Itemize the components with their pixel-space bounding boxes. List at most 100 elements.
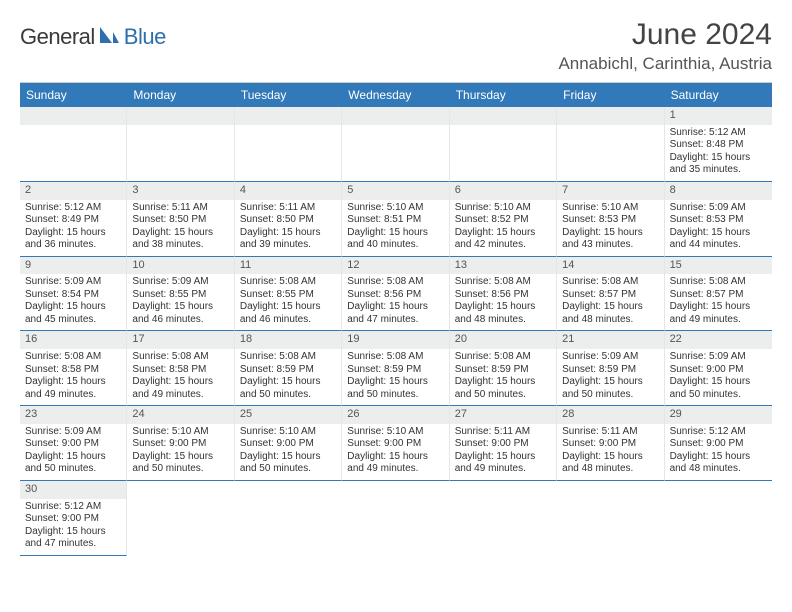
day-number: 13 — [450, 257, 556, 275]
calendar-cell: 26Sunrise: 5:10 AMSunset: 9:00 PMDayligh… — [342, 406, 449, 481]
day-number: 17 — [127, 331, 233, 349]
calendar-cell: 4 Sunrise: 5:11 AMSunset: 8:50 PMDaylight… — [235, 182, 342, 257]
day-details: Sunrise: 5:08 AMSunset: 8:58 PMDaylight:… — [25, 351, 121, 401]
calendar-cell — [557, 107, 664, 182]
calendar-cell — [342, 481, 449, 556]
day-number-blank — [20, 107, 126, 125]
calendar-cell: 19Sunrise: 5:08 AMSunset: 8:59 PMDayligh… — [342, 331, 449, 406]
calendar-cell — [557, 481, 664, 556]
day-details: Sunrise: 5:12 AMSunset: 8:49 PMDaylight:… — [25, 202, 121, 252]
calendar-cell: 12Sunrise: 5:08 AMSunset: 8:56 PMDayligh… — [342, 257, 449, 332]
calendar-cell: 1 Sunrise: 5:12 AMSunset: 8:48 PMDaylight… — [665, 107, 772, 182]
location: Annabichl, Carinthia, Austria — [558, 54, 772, 74]
day-number: 27 — [450, 406, 556, 424]
calendar-cell: 8 Sunrise: 5:09 AMSunset: 8:53 PMDaylight… — [665, 182, 772, 257]
day-details: Sunrise: 5:10 AMSunset: 9:00 PMDaylight:… — [240, 426, 336, 476]
calendar-cell: 15Sunrise: 5:08 AMSunset: 8:57 PMDayligh… — [665, 257, 772, 332]
calendar-cell — [127, 481, 234, 556]
dow-header: Sunday — [20, 83, 127, 107]
dow-header: Tuesday — [235, 83, 342, 107]
day-details: Sunrise: 5:11 AMSunset: 9:00 PMDaylight:… — [562, 426, 658, 476]
day-number: 19 — [342, 331, 448, 349]
day-details: Sunrise: 5:09 AMSunset: 8:55 PMDaylight:… — [132, 276, 228, 326]
day-number: 20 — [450, 331, 556, 349]
day-number: 7 — [557, 182, 663, 200]
day-details: Sunrise: 5:08 AMSunset: 8:55 PMDaylight:… — [240, 276, 336, 326]
day-details: Sunrise: 5:08 AMSunset: 8:58 PMDaylight:… — [132, 351, 228, 401]
day-details: Sunrise: 5:12 AMSunset: 8:48 PMDaylight:… — [670, 127, 767, 177]
day-details: Sunrise: 5:11 AMSunset: 8:50 PMDaylight:… — [132, 202, 228, 252]
calendar-cell: 10Sunrise: 5:09 AMSunset: 8:55 PMDayligh… — [127, 257, 234, 332]
calendar-cell: 27 Sunrise: 5:11 AMSunset: 9:00 PMDayligh… — [450, 406, 557, 481]
day-details: Sunrise: 5:10 AMSunset: 8:51 PMDaylight:… — [347, 202, 443, 252]
day-details: Sunrise: 5:10 AMSunset: 9:00 PMDaylight:… — [132, 426, 228, 476]
dow-header: Friday — [557, 83, 664, 107]
calendar-cell — [20, 107, 127, 182]
logo: General Blue — [20, 24, 166, 50]
day-details: Sunrise: 5:10 AMSunset: 8:52 PMDaylight:… — [455, 202, 551, 252]
day-number: 15 — [665, 257, 772, 275]
day-number-blank — [450, 107, 556, 125]
day-number: 21 — [557, 331, 663, 349]
day-number: 12 — [342, 257, 448, 275]
calendar-cell: 16Sunrise: 5:08 AMSunset: 8:58 PMDayligh… — [20, 331, 127, 406]
day-details: Sunrise: 5:08 AMSunset: 8:56 PMDaylight:… — [455, 276, 551, 326]
day-number: 30 — [20, 481, 126, 499]
calendar-cell — [342, 107, 449, 182]
day-number: 5 — [342, 182, 448, 200]
calendar-cell: 25 Sunrise: 5:10 AMSunset: 9:00 PMDayligh… — [235, 406, 342, 481]
day-details: Sunrise: 5:08 AMSunset: 8:59 PMDaylight:… — [455, 351, 551, 401]
day-details: Sunrise: 5:11 AMSunset: 8:50 PMDaylight:… — [240, 202, 336, 252]
day-number: 29 — [665, 406, 772, 424]
day-number: 11 — [235, 257, 341, 275]
header: General Blue June 2024 Annabichl, Carint… — [20, 18, 772, 74]
day-details: Sunrise: 5:09 AMSunset: 8:59 PMDaylight:… — [562, 351, 658, 401]
dow-header: Monday — [127, 83, 234, 107]
calendar-cell: 28Sunrise: 5:11 AMSunset: 9:00 PMDayligh… — [557, 406, 664, 481]
calendar-cell: 5 Sunrise: 5:10 AMSunset: 8:51 PMDaylight… — [342, 182, 449, 257]
day-number: 24 — [127, 406, 233, 424]
calendar-cell: 3 Sunrise: 5:11 AMSunset: 8:50 PMDaylight… — [127, 182, 234, 257]
calendar-cell: 21 Sunrise: 5:09 AMSunset: 8:59 PMDayligh… — [557, 331, 664, 406]
calendar-cell: 9Sunrise: 5:09 AMSunset: 8:54 PMDaylight… — [20, 257, 127, 332]
day-number: 10 — [127, 257, 233, 275]
title-block: June 2024 Annabichl, Carinthia, Austria — [558, 18, 772, 74]
day-number: 2 — [20, 182, 126, 200]
day-details: Sunrise: 5:08 AMSunset: 8:57 PMDaylight:… — [670, 276, 767, 326]
day-details: Sunrise: 5:10 AMSunset: 9:00 PMDaylight:… — [347, 426, 443, 476]
calendar-cell: 22Sunrise: 5:09 AMSunset: 9:00 PMDayligh… — [665, 331, 772, 406]
day-number: 25 — [235, 406, 341, 424]
day-details: Sunrise: 5:10 AMSunset: 8:53 PMDaylight:… — [562, 202, 658, 252]
day-number-blank — [342, 107, 448, 125]
day-number: 4 — [235, 182, 341, 200]
day-number-blank — [127, 107, 233, 125]
dow-header: Saturday — [665, 83, 772, 107]
day-number: 9 — [20, 257, 126, 275]
month-title: June 2024 — [558, 18, 772, 52]
calendar-cell — [235, 481, 342, 556]
day-details: Sunrise: 5:12 AMSunset: 9:00 PMDaylight:… — [25, 501, 121, 551]
calendar-cell: 20 Sunrise: 5:08 AMSunset: 8:59 PMDayligh… — [450, 331, 557, 406]
calendar-cell: 24 Sunrise: 5:10 AMSunset: 9:00 PMDayligh… — [127, 406, 234, 481]
day-number: 3 — [127, 182, 233, 200]
calendar-cell — [235, 107, 342, 182]
day-number-blank — [557, 107, 663, 125]
day-details: Sunrise: 5:09 AMSunset: 8:53 PMDaylight:… — [670, 202, 767, 252]
calendar-cell — [450, 107, 557, 182]
calendar-cell: 29Sunrise: 5:12 AMSunset: 9:00 PMDayligh… — [665, 406, 772, 481]
day-details: Sunrise: 5:09 AMSunset: 9:00 PMDaylight:… — [670, 351, 767, 401]
calendar-cell: 7 Sunrise: 5:10 AMSunset: 8:53 PMDaylight… — [557, 182, 664, 257]
day-number: 8 — [665, 182, 772, 200]
calendar-cell: 23Sunrise: 5:09 AMSunset: 9:00 PMDayligh… — [20, 406, 127, 481]
day-number: 14 — [557, 257, 663, 275]
day-number: 1 — [665, 107, 772, 125]
calendar-cell: 13Sunrise: 5:08 AMSunset: 8:56 PMDayligh… — [450, 257, 557, 332]
calendar-cell — [450, 481, 557, 556]
day-details: Sunrise: 5:09 AMSunset: 8:54 PMDaylight:… — [25, 276, 121, 326]
dow-header: Thursday — [450, 83, 557, 107]
day-details: Sunrise: 5:11 AMSunset: 9:00 PMDaylight:… — [455, 426, 551, 476]
calendar-cell: 18Sunrise: 5:08 AMSunset: 8:59 PMDayligh… — [235, 331, 342, 406]
logo-text-general: General — [20, 24, 95, 50]
day-details: Sunrise: 5:09 AMSunset: 9:00 PMDaylight:… — [25, 426, 121, 476]
calendar-cell: 2 Sunrise: 5:12 AMSunset: 8:49 PMDaylight… — [20, 182, 127, 257]
